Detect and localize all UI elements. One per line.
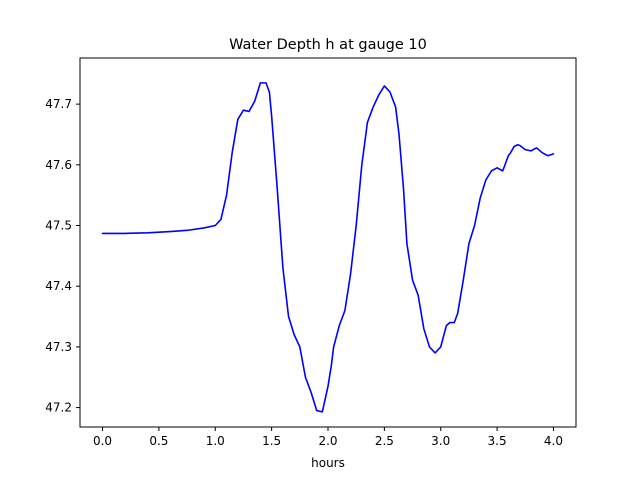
x-tick-label: 1.0: [206, 434, 225, 448]
x-tick-label: 2.5: [375, 434, 394, 448]
plot-area: [80, 58, 576, 427]
y-tick-label: 47.3: [45, 340, 72, 354]
y-tick-label: 47.2: [45, 401, 72, 415]
x-tick-label: 0.0: [93, 434, 112, 448]
x-tick-label: 1.5: [262, 434, 281, 448]
y-tick-label: 47.4: [45, 279, 72, 293]
y-tick-label: 47.5: [45, 219, 72, 233]
x-tick-label: 3.5: [488, 434, 507, 448]
x-tick-label: 0.5: [149, 434, 168, 448]
chart-title: Water Depth h at gauge 10: [229, 37, 427, 53]
x-axis-label: hours: [311, 456, 345, 470]
x-tick-label: 4.0: [544, 434, 563, 448]
y-axis: 47.2 47.3 47.4 47.5 47.6 47.7: [45, 97, 80, 415]
x-tick-label: 3.0: [431, 434, 450, 448]
series-line-water-depth: [101, 82, 555, 413]
x-tick-label: 2.0: [318, 434, 337, 448]
y-tick-label: 47.7: [45, 97, 72, 111]
y-tick-label: 47.6: [45, 158, 72, 172]
x-axis: 0.0 0.5 1.0 1.5 2.0 2.5 3.0 3.5 4.0: [93, 427, 563, 448]
